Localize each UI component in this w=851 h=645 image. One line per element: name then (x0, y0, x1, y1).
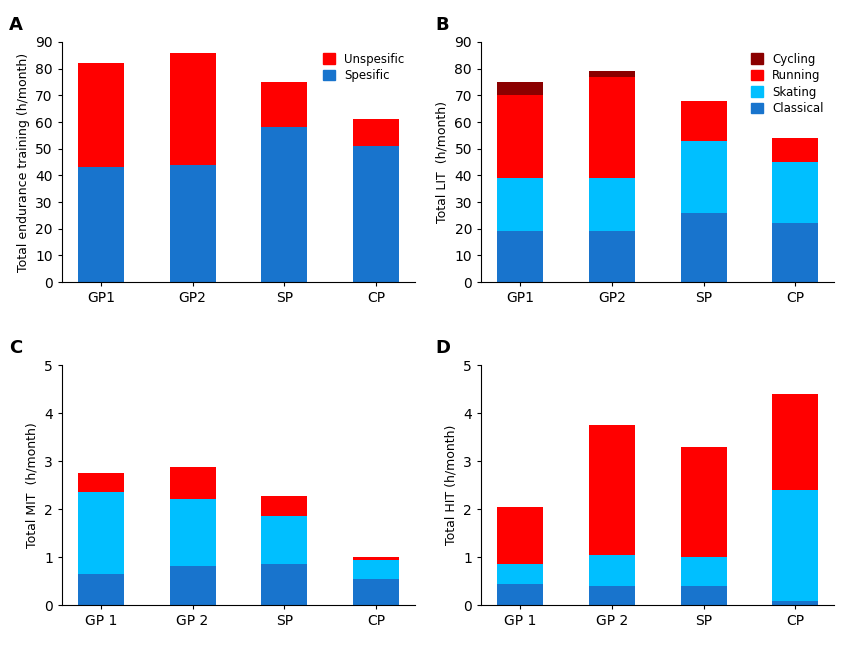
Legend: Cycling, Running, Skating, Classical: Cycling, Running, Skating, Classical (746, 48, 828, 120)
Bar (773, 490, 819, 600)
Bar (353, 119, 399, 146)
Bar (169, 499, 215, 566)
Bar (261, 564, 307, 605)
Bar (353, 579, 399, 605)
Bar (497, 507, 543, 564)
Bar (681, 447, 727, 557)
Bar (78, 473, 123, 492)
Bar (261, 127, 307, 282)
Bar (773, 162, 819, 223)
Text: A: A (9, 16, 23, 34)
Bar (589, 586, 635, 605)
Bar (773, 223, 819, 282)
Bar (497, 178, 543, 232)
Bar (589, 232, 635, 282)
Bar (353, 146, 399, 282)
Bar (497, 82, 543, 95)
Y-axis label: Total endurance training (h/month): Total endurance training (h/month) (17, 52, 30, 272)
Y-axis label: Total MIT  (h/month): Total MIT (h/month) (26, 422, 38, 548)
Bar (497, 584, 543, 605)
Bar (681, 101, 727, 141)
Bar (589, 425, 635, 555)
Bar (78, 167, 123, 282)
Bar (169, 164, 215, 282)
Bar (589, 178, 635, 232)
Bar (353, 560, 399, 579)
Bar (681, 213, 727, 282)
Bar (497, 95, 543, 178)
Legend: Unspesific, Spesific: Unspesific, Spesific (318, 48, 409, 87)
Bar (773, 600, 819, 605)
Bar (261, 517, 307, 564)
Bar (773, 394, 819, 490)
Bar (681, 141, 727, 213)
Bar (497, 564, 543, 584)
Bar (589, 555, 635, 586)
Bar (169, 468, 215, 499)
Bar (589, 77, 635, 178)
Bar (78, 492, 123, 574)
Text: C: C (9, 339, 22, 357)
Bar (681, 557, 727, 586)
Bar (353, 557, 399, 560)
Bar (261, 82, 307, 127)
Bar (78, 574, 123, 605)
Bar (78, 63, 123, 167)
Bar (169, 53, 215, 164)
Bar (773, 138, 819, 162)
Bar (497, 232, 543, 282)
Text: D: D (435, 339, 450, 357)
Y-axis label: Total LIT  (h/month): Total LIT (h/month) (436, 101, 449, 223)
Text: B: B (435, 16, 448, 34)
Bar (261, 496, 307, 517)
Bar (681, 586, 727, 605)
Bar (169, 566, 215, 605)
Bar (589, 72, 635, 77)
Y-axis label: Total HIT (h/month): Total HIT (h/month) (445, 425, 458, 546)
